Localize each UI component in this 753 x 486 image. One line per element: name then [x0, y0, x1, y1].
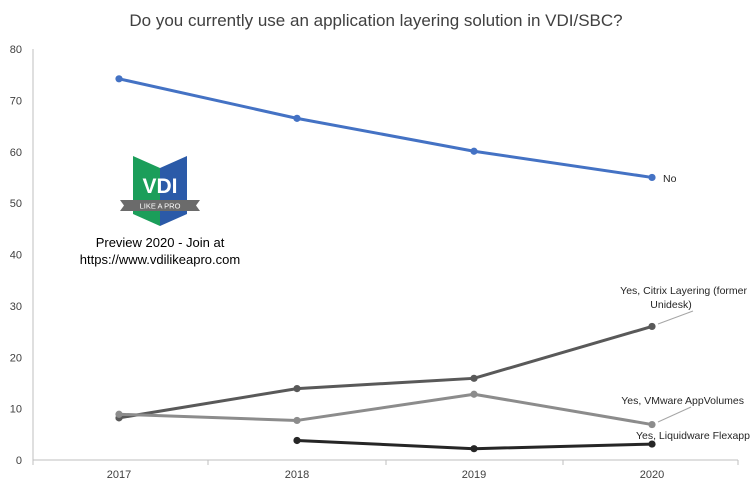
data-point	[470, 147, 478, 155]
series-label-citrix: Yes, Citrix Layering (former	[620, 285, 747, 297]
watermark-text: Preview 2020 - Join at https://www.vdili…	[60, 234, 260, 268]
data-point	[115, 410, 123, 418]
y-tick-label: 10	[10, 404, 22, 416]
series-label-liquidware: Yes, Liquidware Flexapp	[636, 430, 750, 442]
series-layer	[115, 75, 656, 453]
y-tick-label: 30	[10, 301, 22, 313]
series-label-citrix: Unidesk)	[650, 299, 691, 311]
data-point	[470, 445, 478, 453]
y-tick-label: 70	[10, 95, 22, 107]
logo-subtext: LIKE A PRO	[140, 202, 181, 211]
vdi-like-a-pro-logo: VDI LIKE A PRO	[120, 156, 200, 226]
x-tick-label: 2019	[462, 469, 486, 481]
data-point	[648, 420, 656, 429]
series-line	[117, 392, 654, 427]
leader-line	[657, 406, 692, 423]
watermark-line-2: https://www.vdilikeapro.com	[79, 252, 241, 267]
y-tick-label: 40	[10, 250, 22, 262]
y-tick-label: 80	[10, 44, 22, 56]
logo-text: VDI	[142, 175, 177, 198]
x-tick-label: 2018	[285, 469, 309, 481]
data-point	[293, 114, 301, 122]
y-tick-label: 60	[10, 147, 22, 159]
y-tick-label: 50	[10, 198, 22, 210]
data-point	[293, 384, 301, 393]
chart-axes: 0 10 20 30 40 50 60 70 80 2017 2018 2019 2020	[10, 44, 739, 481]
data-point	[115, 75, 123, 83]
data-point	[648, 440, 656, 448]
series-label-no: No	[663, 173, 677, 185]
data-point	[470, 374, 478, 382]
x-tick-label: 2020	[640, 469, 664, 481]
y-tick-label: 0	[16, 455, 22, 467]
series-label-vmware: Yes, VMware AppVolumes	[621, 395, 744, 407]
series-labels: No Yes, Citrix Layering (former Unidesk) Ye…	[620, 173, 750, 442]
x-tick-label: 2017	[107, 469, 131, 481]
logo-ribbon	[120, 200, 200, 211]
series-line	[117, 324, 654, 420]
leader-line	[657, 310, 694, 325]
data-point	[293, 416, 301, 425]
chart-title: Do you currently use an application laye…	[129, 11, 622, 30]
data-point	[293, 436, 301, 445]
data-point	[470, 390, 478, 398]
data-point	[648, 173, 656, 182]
series-line	[117, 77, 654, 179]
watermark-line-1: Preview 2020 - Join at	[95, 235, 225, 250]
data-point	[648, 322, 656, 331]
y-tick-label: 20	[10, 352, 22, 364]
